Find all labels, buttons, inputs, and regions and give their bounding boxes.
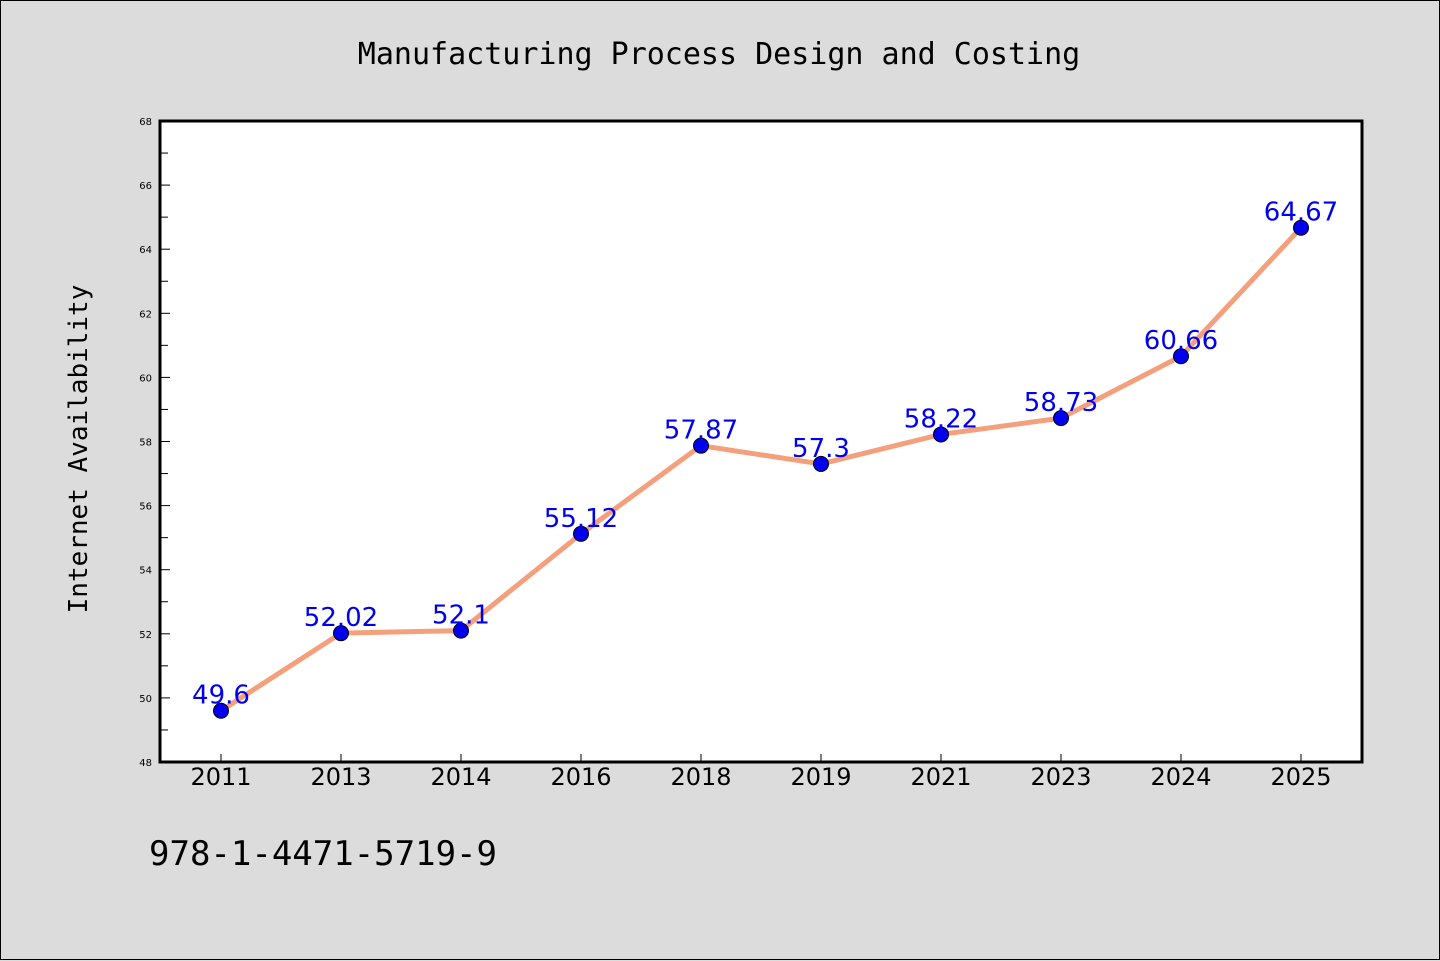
y-tick-label: 50 bbox=[139, 694, 152, 705]
data-point-marker bbox=[573, 525, 589, 542]
y-tick-label: 48 bbox=[139, 758, 152, 769]
x-tick-label: 2019 bbox=[790, 763, 851, 791]
x-tick-label: 2016 bbox=[550, 763, 611, 791]
y-tick-label: 60 bbox=[139, 373, 152, 384]
data-value-label: 64.67 bbox=[1264, 198, 1338, 228]
isbn-text: 978-1-4471-5719-9 bbox=[149, 834, 497, 874]
x-tick-label: 2025 bbox=[1270, 763, 1331, 791]
y-tick-label: 52 bbox=[139, 630, 152, 641]
data-point-marker bbox=[213, 702, 229, 719]
plot-area bbox=[158, 119, 1364, 764]
y-axis: 48 50 52 54 56 58 60 62 64 66 68 bbox=[139, 117, 170, 769]
y-tick-label: 68 bbox=[139, 117, 152, 128]
data-value-label: 58.22 bbox=[904, 404, 978, 434]
data-value-label: 60.66 bbox=[1144, 326, 1218, 356]
y-tick-label: 66 bbox=[139, 181, 152, 192]
data-value-label: 55.12 bbox=[544, 504, 618, 534]
y-tick-label: 64 bbox=[139, 245, 152, 256]
series-line-layer bbox=[218, 225, 1304, 714]
x-tick-label: 2013 bbox=[310, 763, 371, 791]
markers-layer bbox=[213, 219, 1309, 719]
data-point-marker bbox=[453, 622, 469, 639]
x-tick-label: 2023 bbox=[1030, 763, 1091, 791]
y-tick-label: 62 bbox=[139, 309, 152, 320]
data-value-label: 52.02 bbox=[304, 603, 378, 633]
x-tick-label: 2018 bbox=[670, 763, 731, 791]
data-value-label: 49.6 bbox=[192, 681, 250, 711]
data-point-marker bbox=[813, 455, 829, 472]
y-tick-label: 58 bbox=[139, 438, 152, 449]
data-labels-layer: 49.6 52.02 52.1 55.12 57.87 57.3 58.22 58.73 60.… bbox=[192, 198, 1338, 711]
data-value-label: 52.1 bbox=[432, 601, 490, 631]
data-point-marker bbox=[933, 426, 949, 443]
x-axis: 2011 2013 2014 2016 2018 2019 2021 2023 2024 2025 bbox=[160, 754, 1362, 791]
data-point-marker bbox=[1053, 410, 1069, 427]
data-point-marker bbox=[1173, 348, 1189, 365]
y-tick-label: 56 bbox=[139, 502, 152, 513]
data-value-label: 58.73 bbox=[1024, 388, 1098, 418]
data-point-marker bbox=[1293, 219, 1309, 236]
x-tick-label: 2011 bbox=[190, 763, 251, 791]
x-tick-label: 2024 bbox=[1150, 763, 1211, 791]
y-axis-label: Internet Availability bbox=[64, 285, 94, 614]
data-value-label: 57.3 bbox=[792, 434, 850, 464]
data-point-marker bbox=[693, 437, 709, 454]
series-line bbox=[218, 225, 1304, 714]
x-tick-label: 2021 bbox=[910, 763, 971, 791]
y-tick-label: 54 bbox=[139, 566, 152, 577]
data-point-marker bbox=[333, 625, 349, 642]
chart-title: Manufacturing Process Design and Costing bbox=[358, 37, 1080, 72]
data-value-label: 57.87 bbox=[664, 416, 738, 446]
x-tick-label: 2014 bbox=[430, 763, 491, 791]
